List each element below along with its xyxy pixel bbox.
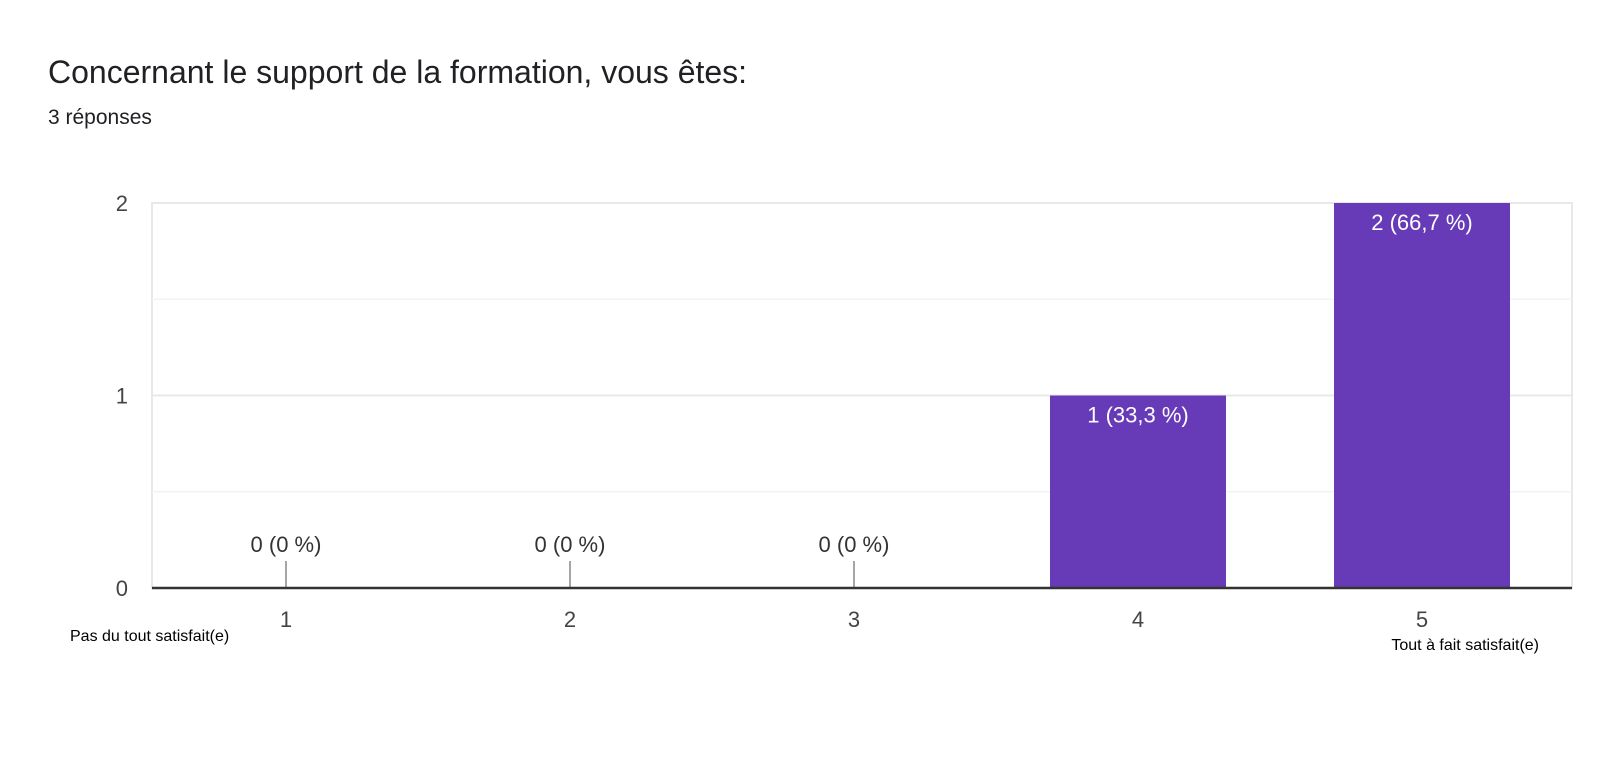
x-tick-label: 3 (848, 607, 860, 632)
response-count: 3 réponses (48, 106, 152, 129)
data-label: 2 (66,7 %) (1371, 210, 1473, 235)
page-title: Concernant le support de la formation, v… (48, 54, 748, 90)
scale-low-label: Pas du tout satisfait(e) (70, 628, 229, 645)
x-tick-label: 2 (564, 607, 576, 632)
x-tick-label: 1 (280, 607, 292, 632)
x-tick-label: 5 (1416, 607, 1428, 632)
y-tick-label: 1 (116, 384, 128, 409)
bar (1334, 203, 1510, 588)
data-label: 0 (0 %) (535, 532, 606, 557)
bar (1050, 395, 1226, 588)
data-label: 0 (0 %) (819, 532, 890, 557)
data-label: 1 (33,3 %) (1087, 403, 1189, 428)
y-tick-label: 2 (116, 191, 128, 216)
x-tick-label: 4 (1132, 607, 1144, 632)
y-tick-label: 0 (116, 576, 128, 601)
data-label: 0 (0 %) (251, 532, 322, 557)
scale-high-label: Tout à fait satisfait(e) (1391, 637, 1539, 654)
